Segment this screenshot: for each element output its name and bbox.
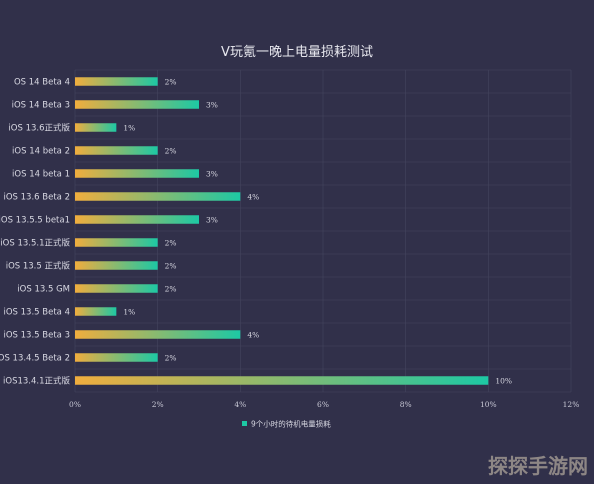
category-label: iOS 14 beta 2 <box>12 147 70 157</box>
bar <box>75 284 158 293</box>
bar-value-label: 3% <box>206 215 218 224</box>
legend-label: 9个小时的待机电量损耗 <box>251 419 331 429</box>
bar-value-label: 3% <box>206 169 218 178</box>
grid-layer <box>74 69 572 393</box>
bar-value-label: 2% <box>165 77 177 86</box>
bar <box>75 307 117 316</box>
bar <box>75 376 489 385</box>
bar-value-label: 4% <box>247 192 259 201</box>
category-label: iOS13.4.1正式版 <box>3 376 70 387</box>
category-label: iOS 13.5 Beta 3 <box>4 331 71 341</box>
x-tick-label: 12% <box>563 400 580 409</box>
category-labels: OS 14 Beta 4 iOS 14 Beta 3 iOS 13.6正式版 iOS … <box>0 78 70 387</box>
bar-value-label: 2% <box>165 146 177 155</box>
category-label: iOS 13.5.5 beta1 <box>0 216 70 226</box>
category-label: iOS 14 beta 1 <box>12 170 70 180</box>
x-tick-labels: 0% 2% 4% 6% 8% 10% 12% <box>69 400 579 409</box>
category-label: iOS 13.6 Beta 2 <box>4 193 71 203</box>
x-tick-label: 8% <box>400 400 412 409</box>
bar <box>75 261 158 270</box>
x-tick-label: 6% <box>317 400 329 409</box>
bar-value-label: 1% <box>123 123 135 132</box>
bar-value-label: 3% <box>206 100 218 109</box>
bar-value-label: 2% <box>165 353 177 362</box>
bar-value-label: 2% <box>165 284 177 293</box>
watermark: 探探手游网 <box>488 454 588 478</box>
category-label: iOS 13.5.1正式版 <box>0 238 70 249</box>
bar-value-label: 1% <box>123 307 135 316</box>
category-label: iOS 13.5 GM <box>17 285 70 295</box>
bar <box>75 146 158 155</box>
legend-swatch <box>242 421 247 426</box>
x-tick-label: 0% <box>69 400 81 409</box>
bar <box>75 77 158 86</box>
category-label: iOS 14 Beta 3 <box>12 101 70 111</box>
chart-title: V玩氪一晚上电量损耗测试 <box>221 44 373 60</box>
x-tick-label: 2% <box>152 400 164 409</box>
bar <box>75 215 199 224</box>
bar <box>75 238 158 247</box>
bar-value-label: 2% <box>165 261 177 270</box>
legend: 9个小时的待机电量损耗 <box>242 419 331 429</box>
bar <box>75 100 199 109</box>
bar-value-label: 10% <box>495 376 512 385</box>
category-label: iOS 13.5 正式版 <box>6 261 71 272</box>
x-tick-label: 4% <box>234 400 246 409</box>
bar <box>75 169 199 178</box>
category-label: iOS 13.6正式版 <box>8 123 70 134</box>
bar-value-label: 2% <box>165 238 177 247</box>
bar-value-label: 4% <box>247 330 259 339</box>
bars-layer: 2% 3% 1% 2% 3% 4% 3% 2% 2% 2% 1% 4% 2% 10% <box>75 77 512 385</box>
bar <box>75 123 117 132</box>
bar <box>75 353 158 362</box>
category-label: iOS 13.5 Beta 4 <box>4 308 71 318</box>
x-tick-label: 10% <box>480 400 497 409</box>
bar <box>75 330 241 339</box>
bar <box>75 192 241 201</box>
category-label: OS 14 Beta 4 <box>14 78 70 88</box>
category-label: OS 13.4.5 Beta 2 <box>0 354 70 364</box>
